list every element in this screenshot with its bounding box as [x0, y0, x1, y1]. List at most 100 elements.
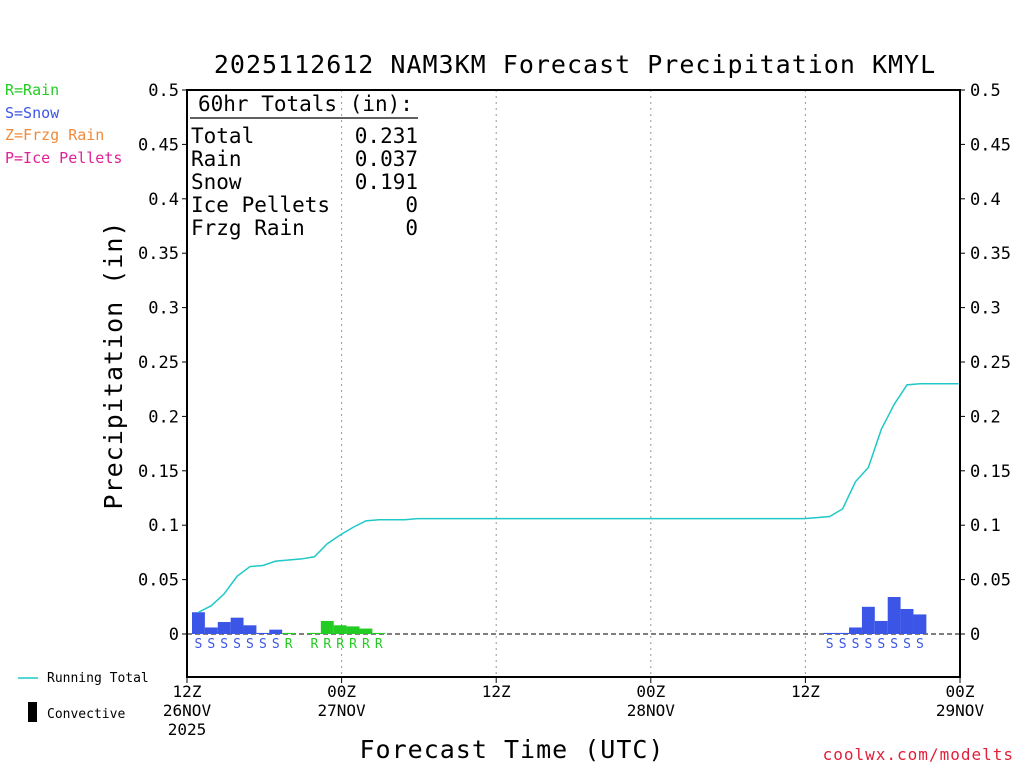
precip-bar-snow [836, 632, 850, 634]
x-tick-label: 12Z [173, 682, 202, 701]
totals-row-label: Snow [191, 170, 242, 194]
y-tick-label-right: 0.35 [970, 244, 1011, 264]
totals-heading: 60hr Totals (in): [198, 92, 413, 116]
precip-type-label: S [852, 637, 860, 652]
precip-type-label: R [349, 637, 357, 652]
precip-bar-snow [913, 614, 927, 634]
running-total-line [198, 383, 959, 613]
precip-bar-rain [359, 628, 373, 634]
precip-type-label: S [890, 637, 898, 652]
precip-bar-rain [346, 626, 360, 634]
y-tick-label-right: 0.5 [970, 81, 1001, 101]
x-tick-label: 27NOV [318, 701, 367, 720]
y-tick-label-left: 0.3 [148, 299, 179, 319]
precip-bar-rain [307, 632, 321, 634]
precip-type-label: S [233, 637, 241, 652]
totals-row-label: Ice Pellets [191, 193, 330, 217]
y-tick-label-left: 0 [169, 625, 179, 645]
precip-type-label: S [916, 637, 924, 652]
precip-bar-snow [269, 629, 283, 634]
legend-freezing-rain: Z=Frzg Rain [5, 126, 105, 144]
x-tick-label: 26NOV [163, 701, 212, 720]
y-tick-label-right: 0.45 [970, 135, 1011, 155]
site-credit: coolwx.com/modelts [822, 745, 1014, 764]
precip-bar-snow [230, 617, 244, 634]
precip-bar-rain [320, 620, 334, 634]
totals-row-value: 0 [405, 216, 418, 240]
precip-type-label: S [195, 637, 203, 652]
precip-bar-snow [204, 627, 218, 634]
totals-row-label: Rain [191, 147, 242, 171]
legend-snow: S=Snow [5, 104, 60, 122]
precip-bar-snow [900, 608, 914, 634]
chart-title: 2025112612 NAM3KM Forecast Precipitation… [213, 50, 937, 79]
x-tick-label: 12Z [482, 682, 511, 701]
precip-type-label: S [259, 637, 267, 652]
precip-bar-snow [861, 606, 875, 634]
precip-type-label: S [207, 637, 215, 652]
precip-bar-snow [192, 612, 205, 634]
totals-row-value: 0 [405, 193, 418, 217]
convective-key-swatch [28, 702, 37, 722]
y-tick-label-right: 0.25 [970, 353, 1011, 373]
y-tick-label-left: 0.4 [148, 190, 179, 210]
precip-bar-snow [243, 625, 257, 634]
legend-rain: R=Rain [5, 81, 60, 99]
x-tick-label: 2025 [168, 720, 207, 739]
precip-type-label: R [375, 637, 383, 652]
y-tick-label-right: 0.15 [970, 462, 1011, 482]
precip-type-label: S [864, 637, 872, 652]
x-tick-label: 28NOV [627, 701, 676, 720]
legend-ice-pellets: P=Ice Pellets [5, 149, 123, 167]
precip-bar-snow [849, 627, 862, 634]
y-tick-label-right: 0.1 [970, 516, 1001, 536]
precip-bar-snow [887, 597, 901, 634]
precip-bar-snow [874, 620, 888, 634]
y-tick-label-right: 0.4 [970, 190, 1001, 210]
x-tick-label: 29NOV [936, 701, 985, 720]
precip-type-label: S [903, 637, 911, 652]
precip-type-label: R [285, 637, 293, 652]
y-tick-label-left: 0.15 [138, 462, 179, 482]
y-tick-label-left: 0.1 [148, 516, 179, 536]
y-tick-label-right: 0 [970, 625, 980, 645]
precip-bar-snow [217, 622, 231, 634]
y-tick-label-right: 0.05 [970, 571, 1011, 591]
precip-bar-snow [256, 632, 270, 634]
y-tick-label-left: 0.5 [148, 81, 179, 101]
y-tick-label-right: 0.2 [970, 407, 1001, 427]
y-tick-label-left: 0.25 [138, 353, 179, 373]
precip-bar-rain [372, 632, 386, 634]
totals-row-label: Frzg Rain [191, 216, 305, 240]
precip-bar-snow [823, 632, 837, 634]
precip-type-label: S [826, 637, 834, 652]
x-tick-label: 00Z [327, 682, 356, 701]
totals-row-value: 0.037 [355, 147, 418, 171]
x-tick-label: 12Z [791, 682, 820, 701]
precip-type-label: S [246, 637, 254, 652]
y-tick-label-left: 0.45 [138, 135, 179, 155]
precip-type-label: R [362, 637, 370, 652]
precip-type-label: R [323, 637, 331, 652]
y-axis-title: Precipitation (in) [99, 221, 128, 510]
x-tick-label: 00Z [946, 682, 975, 701]
precip-type-label: R [310, 637, 318, 652]
running-total-key-label: Running Total [47, 671, 149, 686]
convective-key-label: Convective [47, 707, 125, 722]
precip-type-label: S [877, 637, 885, 652]
precip-type-label: R [336, 637, 344, 652]
totals-row-label: Total [191, 124, 254, 148]
x-tick-label: 00Z [636, 682, 665, 701]
y-tick-label-left: 0.35 [138, 244, 179, 264]
y-tick-label-right: 0.3 [970, 299, 1001, 319]
x-axis-title: Forecast Time (UTC) [360, 735, 665, 764]
y-tick-label-left: 0.05 [138, 571, 179, 591]
y-tick-label-left: 0.2 [148, 407, 179, 427]
precip-type-label: S [839, 637, 847, 652]
precip-bar-rain [282, 632, 296, 634]
totals-row-value: 0.231 [355, 124, 418, 148]
precip-type-label: S [272, 637, 280, 652]
plot-frame [186, 89, 961, 678]
precip-type-label: S [220, 637, 228, 652]
